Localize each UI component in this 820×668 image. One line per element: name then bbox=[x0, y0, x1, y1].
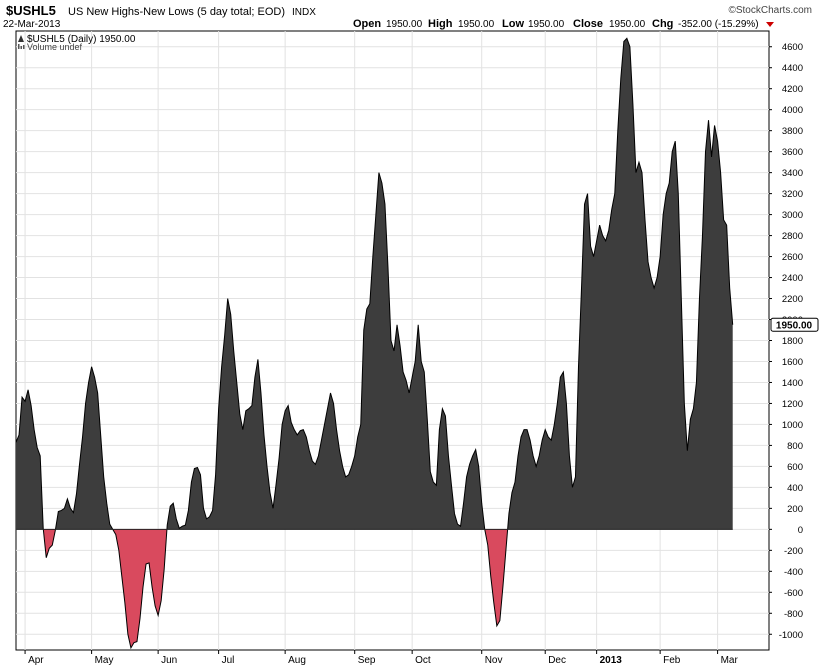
y-tick-label: 200 bbox=[787, 504, 803, 515]
x-tick-label: Oct bbox=[415, 655, 431, 666]
x-tick-label: Apr bbox=[28, 655, 44, 666]
y-tick-label: 400 bbox=[787, 483, 803, 494]
legend-volume: Volume undef bbox=[27, 42, 83, 52]
y-tick-label: 4200 bbox=[782, 84, 803, 95]
legend-series: $USHL5 (Daily) 1950.00 bbox=[27, 34, 136, 45]
y-tick-label: -600 bbox=[784, 588, 803, 599]
y-tick-label: 4400 bbox=[782, 63, 803, 74]
open-value: 1950.00 bbox=[386, 19, 423, 30]
y-tick-label: 1200 bbox=[782, 399, 803, 410]
x-tick-label: Jun bbox=[161, 655, 177, 666]
volume-bar-icon bbox=[18, 44, 20, 49]
legend: $USHL5 (Daily) 1950.00 Volume undef bbox=[18, 34, 136, 52]
y-tick-label: 2600 bbox=[782, 252, 803, 263]
x-axis: Apr May Jun Jul Aug Sep Oct Nov Dec 2013 Feb Mar bbox=[24, 650, 739, 666]
date-label: 22-Mar-2013 bbox=[3, 19, 61, 30]
down-arrow-icon bbox=[766, 22, 774, 27]
y-tick-label: 800 bbox=[787, 441, 803, 452]
symbol-description: US New Highs-New Lows (5 day total; EOD) bbox=[68, 6, 285, 18]
high-label: High bbox=[428, 18, 453, 30]
y-tick-label: 2200 bbox=[782, 294, 803, 305]
positive-area bbox=[16, 38, 733, 530]
y-tick-label: -800 bbox=[784, 609, 803, 620]
x-tick-label: Aug bbox=[288, 655, 306, 666]
y-tick-label: 3400 bbox=[782, 168, 803, 179]
y-tick-label: 1400 bbox=[782, 378, 803, 389]
close-label: Close bbox=[573, 18, 603, 30]
negative-area bbox=[43, 529, 508, 648]
y-tick-label: 2800 bbox=[782, 231, 803, 242]
y-tick-label: 3800 bbox=[782, 126, 803, 137]
quote-line: Open 1950.00 High 1950.00 Low 1950.00 Cl… bbox=[353, 18, 774, 30]
y-tick-label: 4600 bbox=[782, 42, 803, 53]
high-value: 1950.00 bbox=[458, 19, 495, 30]
series-outline bbox=[15, 37, 734, 650]
y-tick-label: 1000 bbox=[782, 420, 803, 431]
exchange-label: INDX bbox=[292, 7, 316, 18]
x-tick-label: Jul bbox=[222, 655, 235, 666]
negative-fill bbox=[43, 529, 508, 648]
chg-value: -352.00 (-15.29%) bbox=[678, 19, 759, 30]
y-axis: -1000 -800 -600 -400 -200 0 200 400 600 800 1000 12… bbox=[769, 42, 803, 641]
x-tick-label: Dec bbox=[548, 655, 566, 666]
y-tick-label: -200 bbox=[784, 546, 803, 557]
x-tick-label: 2013 bbox=[600, 655, 623, 666]
y-tick-label: 1600 bbox=[782, 357, 803, 368]
y-tick-label: 3600 bbox=[782, 147, 803, 158]
x-tick-label: Nov bbox=[485, 655, 503, 666]
y-tick-label: 4000 bbox=[782, 105, 803, 116]
low-label: Low bbox=[502, 18, 524, 30]
area-series-icon bbox=[18, 35, 24, 42]
series-line bbox=[15, 37, 734, 650]
y-tick-label: -1000 bbox=[779, 630, 803, 641]
y-tick-label: 3000 bbox=[782, 210, 803, 221]
last-value-label: 1950.00 bbox=[776, 320, 813, 331]
positive-fill bbox=[16, 38, 733, 530]
x-tick-label: Sep bbox=[358, 655, 376, 666]
x-tick-label: Feb bbox=[663, 655, 681, 666]
watermark-text: ©StockCharts.com bbox=[728, 5, 812, 16]
symbol-label: $USHL5 bbox=[6, 3, 56, 18]
y-tick-label: 600 bbox=[787, 462, 803, 473]
low-value: 1950.00 bbox=[528, 19, 565, 30]
open-label: Open bbox=[353, 18, 381, 30]
y-tick-label: 3200 bbox=[782, 189, 803, 200]
close-value: 1950.00 bbox=[609, 19, 646, 30]
x-tick-label: May bbox=[95, 655, 114, 666]
y-tick-label: 2400 bbox=[782, 273, 803, 284]
x-tick-label: Mar bbox=[721, 655, 739, 666]
last-value-tag: 1950.00 bbox=[770, 317, 819, 332]
y-tick-label: -400 bbox=[784, 567, 803, 578]
y-tick-label: 0 bbox=[798, 525, 803, 536]
y-tick-label: 1800 bbox=[782, 336, 803, 347]
chg-label: Chg bbox=[652, 18, 673, 30]
